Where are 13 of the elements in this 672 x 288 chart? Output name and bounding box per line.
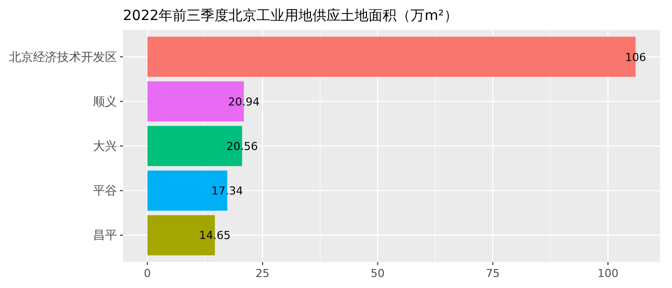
y-tick-label: 顺义 [93,94,117,108]
x-tick-label: 0 [144,267,151,280]
y-tick-label: 平谷 [93,184,117,198]
y-tick-label: 昌平 [93,228,117,242]
data-label: 20.94 [228,95,260,108]
data-label: 106 [625,50,646,64]
y-tick-label: 大兴 [93,139,117,153]
x-tick-label: 50 [370,267,385,280]
x-tick-label: 100 [597,267,618,280]
x-tick-label: 25 [256,267,270,280]
chart-title: 2022年前三季度北京工业用地供应土地面积（万m²） [123,8,458,24]
y-tick-label: 北京经济技术开发区 [9,50,117,64]
x-tick-label: 75 [486,267,500,280]
